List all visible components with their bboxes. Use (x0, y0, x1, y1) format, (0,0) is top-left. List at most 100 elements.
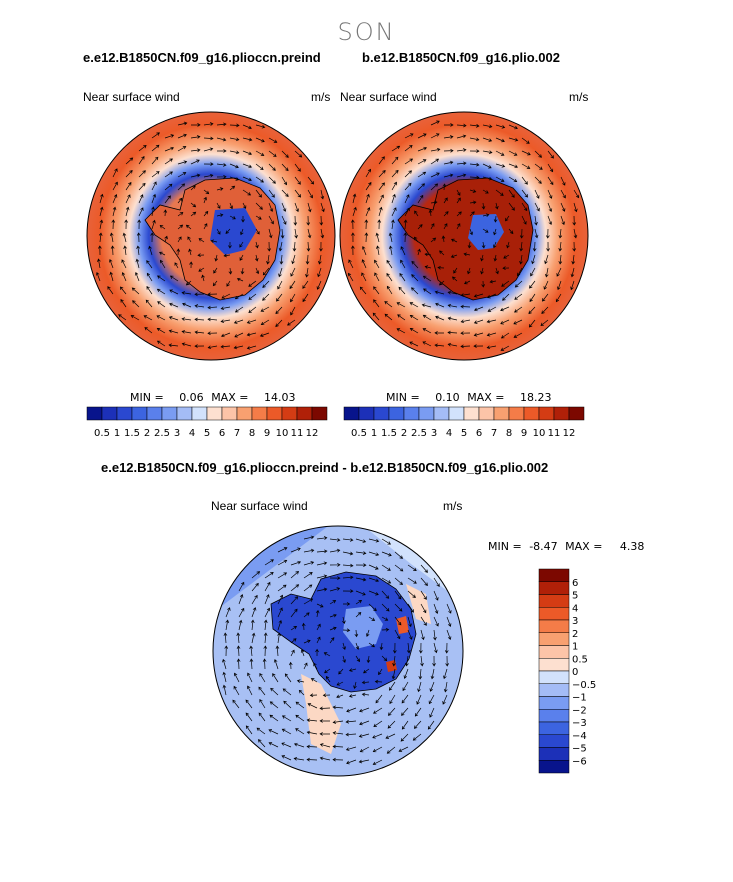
left-min-label: MIN = (130, 391, 164, 404)
left-wind-arrow (190, 202, 197, 208)
right-wind-arrow (421, 303, 432, 308)
right-wind-arrow (469, 149, 480, 153)
left-wind-arrow (99, 193, 104, 204)
diff-wind-arrow (306, 744, 318, 749)
right-wind-arrow (435, 315, 445, 321)
diff-wind-arrow (329, 626, 337, 631)
left-wind-arrow (125, 170, 133, 178)
right-wind-arrow (359, 286, 367, 295)
right-wind-arrow (560, 202, 566, 212)
right-wind-arrow (501, 280, 510, 287)
right-colorbar-tick-label: 8 (506, 428, 512, 439)
diff-wind-arrow (290, 547, 301, 553)
diff-wind-arrow (223, 632, 228, 644)
diff-wind-arrow (381, 590, 390, 599)
left-min-value: 0.06 (179, 391, 204, 404)
left-wind-arrow (123, 245, 127, 256)
right-wind-arrow (495, 202, 499, 210)
right-wind-arrow (456, 148, 467, 152)
diff-wind-arrow (420, 577, 428, 587)
left-wind-arrow (294, 202, 299, 213)
left-wind-arrow (290, 293, 296, 303)
right-wind-arrow (572, 215, 577, 226)
right-wind-arrow (469, 162, 480, 167)
left-wind-arrow (229, 215, 236, 220)
right-wind-arrow (460, 319, 471, 324)
diff-wind-arrow (319, 743, 331, 748)
right-wind-arrow (417, 194, 424, 204)
diff-wind-arrow (329, 637, 335, 644)
left-wind-arrow (207, 292, 218, 297)
diff-wind-arrow (273, 658, 279, 670)
diff-wind-arrow (319, 719, 331, 723)
left-wind-arrow (220, 344, 231, 349)
right-wind-arrow (386, 273, 393, 282)
diff-wind-arrow (313, 662, 318, 670)
diff-wind-arrow (316, 536, 328, 540)
diff-colorbar-bin (538, 619, 570, 633)
left-wind-arrow (216, 174, 227, 179)
left-wind-arrow (242, 124, 252, 130)
right-wind-arrow (546, 241, 550, 252)
left-wind-arrow (207, 305, 218, 310)
right-wind-arrow (374, 272, 380, 282)
right-wind-arrow (397, 314, 406, 321)
diff-wind-arrow (366, 655, 371, 664)
left-wind-arrow (287, 319, 296, 326)
left-wind-arrow (236, 277, 244, 282)
right-wind-arrow (530, 267, 536, 277)
diff-wind-arrow (238, 581, 245, 592)
diff-wind-arrow (361, 680, 370, 685)
left-wind-arrow (207, 331, 218, 336)
diff-wind-arrow (379, 642, 384, 651)
diff-wind-arrow (372, 733, 383, 739)
left-wind-arrow (177, 197, 183, 204)
diff-wind-arrow (268, 742, 279, 748)
diff-colorbar-tick-label: −0.5 (572, 680, 596, 691)
left-wind-arrow (151, 206, 155, 217)
diff-wind-arrow (430, 668, 435, 680)
diff-wind-arrow (222, 658, 227, 670)
diff-colorbar-bin (538, 709, 570, 723)
right-wind-arrow (350, 245, 355, 256)
left-wind-arrow (234, 293, 244, 300)
left-wind-arrow (190, 148, 201, 153)
right-wind-arrow (377, 219, 382, 230)
right-wind-arrow (447, 290, 458, 295)
right-wind-arrow (443, 135, 454, 139)
left-wind-arrow (99, 219, 104, 230)
diff-wind-arrow (348, 694, 357, 698)
left-wind-arrow (99, 206, 104, 217)
right-wind-arrow (438, 280, 445, 286)
right-wind-arrow (544, 267, 549, 278)
right-wind-arrow (503, 254, 510, 259)
diff-wind-arrow (283, 700, 292, 709)
left-colorbar-bin (236, 406, 253, 421)
right-wind-arrow (365, 181, 372, 191)
diff-wind-arrow (381, 538, 391, 545)
left-colorbar-tick-label: 12 (306, 428, 319, 439)
diff-min-label: MIN = (488, 540, 522, 553)
diff-wind-arrow (368, 564, 379, 570)
diff-wind-arrow (400, 733, 409, 742)
diff-wind-arrow (277, 632, 281, 644)
left-wind-arrow (156, 340, 166, 347)
left-wind-arrow (290, 306, 296, 316)
left-wind-arrow (221, 293, 231, 299)
diff-wind-arrow (238, 619, 243, 631)
diff-wind-arrow (374, 679, 383, 684)
left-wind-arrow (194, 344, 205, 348)
left-wind-arrow (177, 172, 187, 178)
left-wind-arrow (268, 150, 277, 157)
right-wind-arrow (388, 245, 393, 256)
right-wind-arrow (348, 272, 354, 282)
left-wind-arrow (124, 219, 129, 230)
left-wind-arrow (164, 134, 175, 139)
right-wind-arrow (430, 223, 435, 230)
left-wind-arrow (203, 173, 214, 178)
right-wind-arrow (404, 170, 412, 178)
diff-wind-arrow (250, 619, 255, 631)
diff-wind-arrow (290, 560, 302, 566)
right-wind-arrow (435, 302, 445, 308)
diff-wind-arrow (316, 603, 324, 608)
